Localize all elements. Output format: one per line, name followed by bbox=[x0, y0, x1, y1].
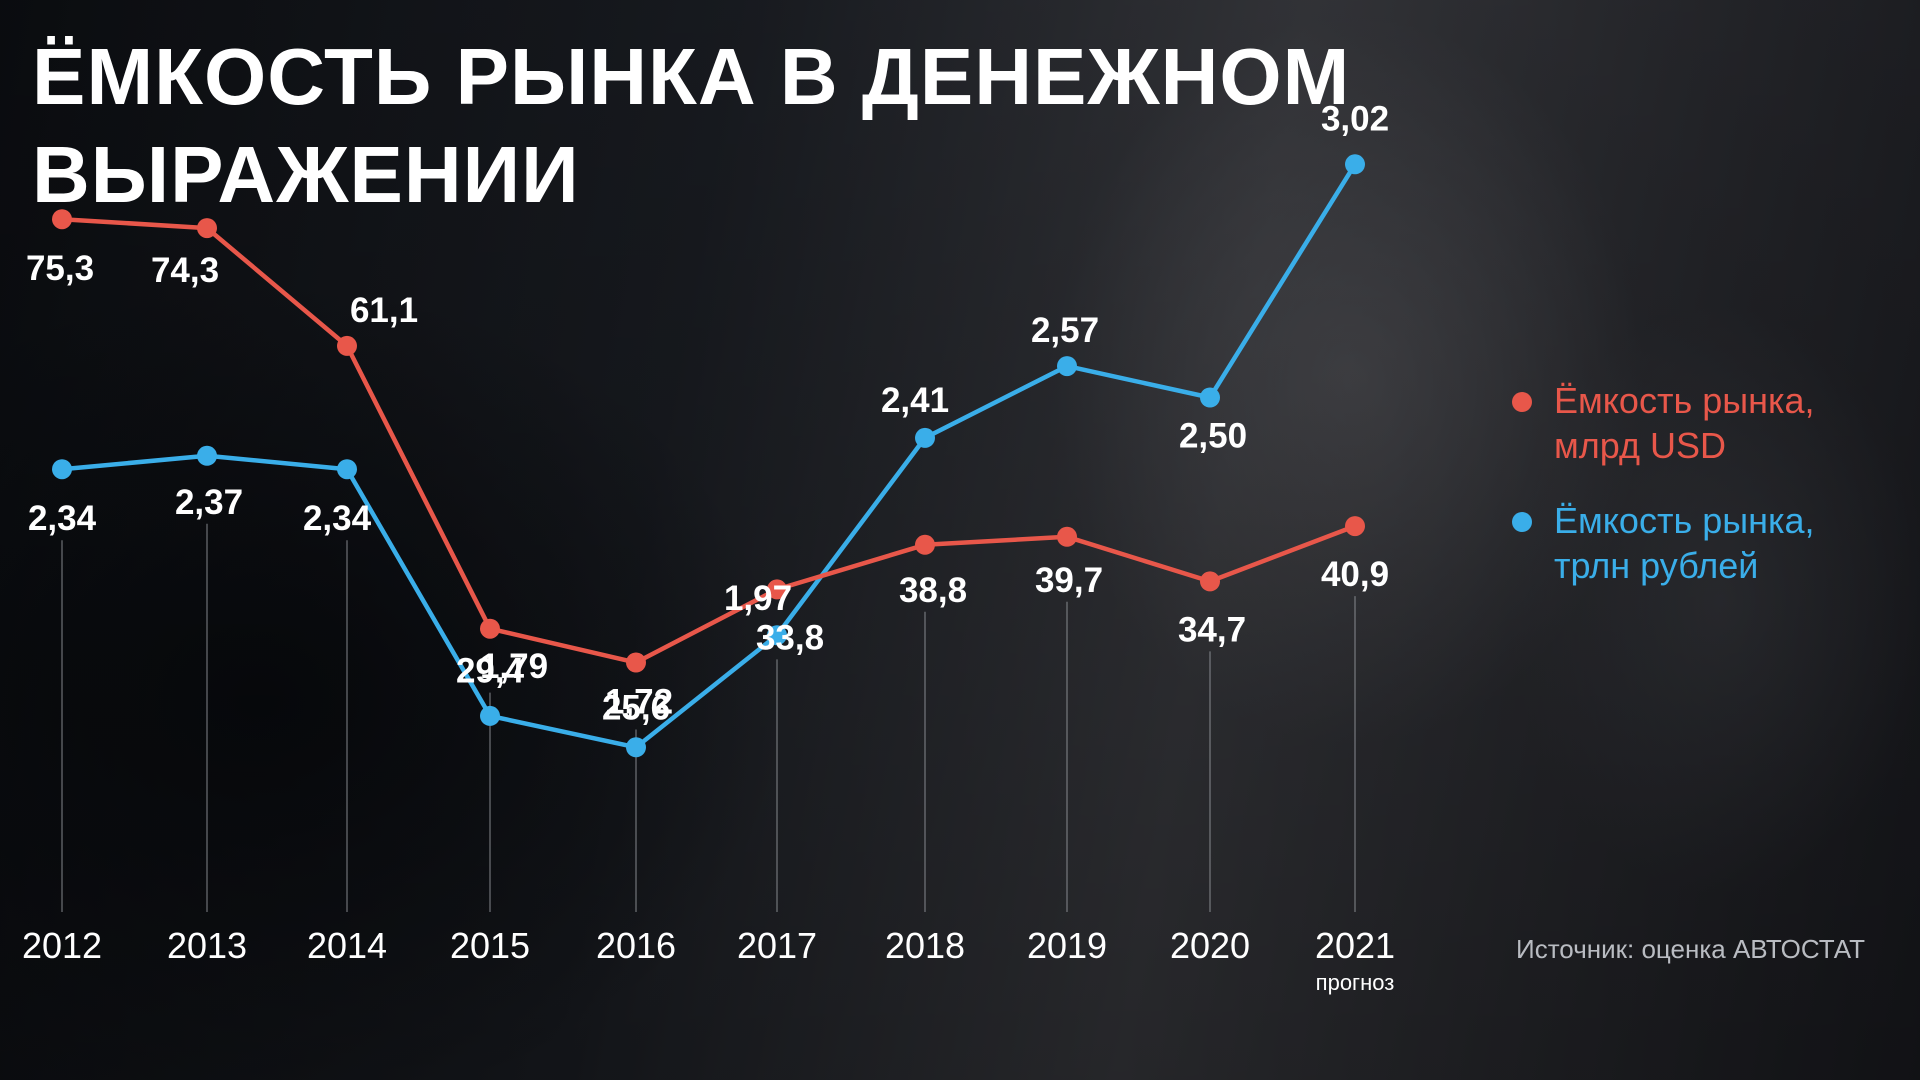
data-point-rub-2020 bbox=[1200, 387, 1220, 408]
data-label-usd-2019: 39,7 bbox=[1035, 561, 1103, 600]
data-label-rub-2018: 2,41 bbox=[881, 381, 949, 420]
data-point-usd-2020 bbox=[1200, 571, 1220, 592]
x-tick-label-2020: 2020 bbox=[1170, 925, 1250, 966]
x-tick-label-2021: 2021 bbox=[1315, 925, 1395, 966]
series-line-rub bbox=[59, 162, 1358, 750]
data-label-usd-2020: 34,7 bbox=[1178, 610, 1246, 649]
legend-marker-usd bbox=[1512, 392, 1532, 412]
data-label-rub-2014: 2,34 bbox=[303, 499, 372, 538]
data-point-usd-2012 bbox=[52, 209, 72, 230]
x-tick-label-2015: 2015 bbox=[450, 925, 530, 966]
data-point-rub-2021 bbox=[1345, 154, 1365, 175]
data-point-usd-2014 bbox=[337, 335, 357, 356]
data-label-usd-2018: 38,8 bbox=[899, 571, 967, 610]
data-label-rub-2017: 1,97 bbox=[724, 579, 792, 618]
legend-usd-line-1: Ёмкость рынка, bbox=[1554, 380, 1815, 421]
series-line-usd bbox=[59, 216, 1358, 665]
data-label-usd-2012: 75,3 bbox=[26, 249, 94, 288]
x-tick-label-2016: 2016 bbox=[596, 925, 676, 966]
x-tick-label-2018: 2018 bbox=[885, 925, 965, 966]
x-tick-label-2017: 2017 bbox=[737, 925, 817, 966]
data-point-rub-2016 bbox=[626, 737, 646, 758]
data-point-usd-2019 bbox=[1057, 526, 1077, 547]
legend-label-usd: Ёмкость рынка, млрд USD bbox=[1554, 378, 1815, 468]
data-label-usd-2016: 25,6 bbox=[602, 689, 670, 728]
data-point-rub-2019 bbox=[1057, 356, 1077, 377]
data-point-usd-2015 bbox=[480, 618, 500, 639]
data-point-usd-2013 bbox=[197, 218, 217, 239]
data-point-rub-2014 bbox=[337, 459, 357, 480]
legend-rub-line-1: Ёмкость рынка, bbox=[1554, 500, 1815, 541]
data-point-rub-2015 bbox=[480, 705, 500, 726]
data-point-rub-2017 bbox=[767, 625, 787, 646]
legend-label-rub: Ёмкость рынка, трлн рублей bbox=[1554, 498, 1815, 588]
data-label-rub-2012: 2,34 bbox=[28, 499, 97, 538]
legend-usd-line-2: млрд USD bbox=[1554, 425, 1726, 466]
data-label-rub-2016: 1,72 bbox=[605, 682, 673, 721]
legend-rub-line-2: трлн рублей bbox=[1554, 545, 1759, 586]
x-tick-label-2014: 2014 bbox=[307, 925, 387, 966]
data-point-usd-2021 bbox=[1345, 516, 1365, 537]
data-label-usd-2014: 61,1 bbox=[350, 291, 418, 330]
data-label-rub-2015: 1,79 bbox=[480, 647, 548, 686]
data-label-rub-2019: 2,57 bbox=[1031, 311, 1099, 350]
data-label-rub-2021: 3,02 bbox=[1321, 99, 1389, 138]
data-point-usd-2016 bbox=[626, 652, 646, 673]
page-title: ЁМКОСТЬ РЫНКА В ДЕНЕЖНОМ ВЫРАЖЕНИИ bbox=[32, 28, 1432, 224]
data-point-usd-2017 bbox=[767, 579, 787, 600]
data-point-rub-2018 bbox=[915, 427, 935, 448]
data-label-rub-2013: 2,37 bbox=[175, 483, 243, 522]
legend-marker-rub bbox=[1512, 512, 1532, 532]
title-line-2: ВЫРАЖЕНИИ bbox=[32, 130, 580, 219]
data-label-rub-2020: 2,50 bbox=[1179, 417, 1247, 456]
x-tick-note-2021: прогноз bbox=[1316, 970, 1395, 995]
data-label-usd-2013: 74,3 bbox=[151, 251, 219, 290]
data-point-usd-2018 bbox=[915, 534, 935, 555]
source-note: Источник: оценка АВТОСТАТ bbox=[1516, 934, 1865, 964]
x-tick-label-2012: 2012 bbox=[22, 925, 102, 966]
data-point-rub-2012 bbox=[52, 459, 72, 480]
legend-item-rub: Ёмкость рынка, трлн рублей bbox=[1512, 498, 1912, 588]
data-label-usd-2015: 29,4 bbox=[456, 652, 525, 691]
title-line-1: ЁМКОСТЬ РЫНКА В ДЕНЕЖНОМ bbox=[32, 32, 1351, 121]
data-point-rub-2013 bbox=[197, 445, 217, 466]
data-label-usd-2017: 33,8 bbox=[756, 618, 824, 657]
x-tick-label-2013: 2013 bbox=[167, 925, 247, 966]
x-tick-label-2019: 2019 bbox=[1027, 925, 1107, 966]
data-label-usd-2021: 40,9 bbox=[1321, 555, 1389, 594]
legend-item-usd: Ёмкость рынка, млрд USD bbox=[1512, 378, 1912, 468]
